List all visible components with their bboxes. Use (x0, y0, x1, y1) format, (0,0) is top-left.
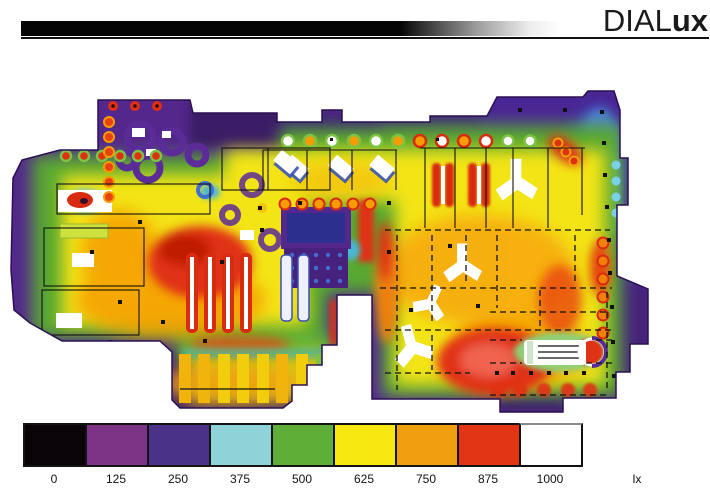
legend-label: 750 (415, 472, 437, 486)
legend-swatch-500 (271, 423, 335, 467)
header-gradient-bar (21, 21, 562, 36)
legend-label: 375 (229, 472, 251, 486)
legend-swatch-875 (457, 423, 521, 467)
legend-swatch-0 (23, 423, 87, 467)
legend-label: 250 (167, 472, 189, 486)
legend-label: 500 (291, 472, 313, 486)
dialux-logo: DIALux (603, 5, 708, 36)
legend-label: 125 (105, 472, 127, 486)
header-underline (21, 37, 709, 39)
legend-swatch-375 (209, 423, 273, 467)
legend-label: 1000 (536, 472, 564, 486)
legend-unit: lx (632, 472, 642, 486)
legend-label: 0 (50, 472, 58, 486)
logo-text-ux: ux (671, 3, 708, 38)
legend-label-row: 0 125 250 375 500 625 750 875 1000 (23, 472, 581, 486)
legend-swatch-625 (333, 423, 397, 467)
legend-label: 875 (477, 472, 499, 486)
legend-swatch-row (23, 423, 583, 467)
legend-swatch-1000 (519, 423, 583, 467)
legend-swatch-750 (395, 423, 459, 467)
legend-swatch-250 (147, 423, 211, 467)
legend-swatch-125 (85, 423, 149, 467)
legend-label: 625 (353, 472, 375, 486)
logo-text-dial: DIAL (602, 3, 672, 38)
